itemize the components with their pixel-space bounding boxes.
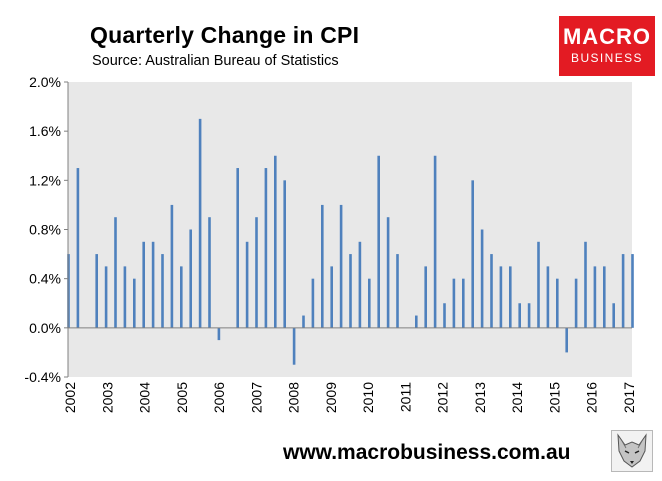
cpi-bar [377, 155, 380, 328]
cpi-bar [123, 266, 127, 328]
x-axis: 2002 2003 2004 2005 2006 2007 2008 2009 2010 2011… [62, 327, 637, 413]
cpi-bar [396, 254, 399, 328]
x-tick-label: 2010 [360, 382, 376, 413]
cpi-bar [292, 327, 296, 365]
cpi-bar [95, 254, 98, 328]
website-url: www.macrobusiness.com.au [283, 441, 571, 464]
y-tick-label: -0.4% [24, 369, 61, 385]
plot-area [68, 82, 632, 377]
cpi-bar [349, 254, 352, 328]
x-tick-label: 2012 [435, 382, 451, 413]
logo-line-2: BUSINESS [571, 51, 643, 65]
cpi-bar [189, 229, 192, 328]
x-tick-label: 2017 [621, 382, 637, 413]
cpi-bar [621, 254, 625, 328]
cpi-bar [236, 168, 239, 328]
x-tick-label: 2009 [323, 382, 339, 413]
cpi-bar [311, 278, 315, 328]
x-tick-label: 2014 [509, 382, 525, 413]
cpi-bar [527, 303, 531, 328]
cpi-bar [509, 266, 512, 328]
logo-line-1: MACRO [562, 24, 652, 49]
cpi-bar [358, 241, 362, 328]
cpi-bar [321, 204, 324, 328]
cpi-bar [180, 266, 183, 328]
cpi-bar [151, 241, 155, 328]
cpi-bar [386, 217, 390, 328]
cpi-bar [330, 266, 333, 328]
cpi-bar [490, 254, 493, 328]
x-tick-label: 2016 [584, 382, 600, 413]
cpi-bar [415, 315, 418, 328]
cpi-bar [142, 241, 145, 328]
cpi-bar [217, 327, 221, 341]
cpi-bar [170, 204, 174, 328]
cpi-bar [283, 180, 286, 328]
y-tick-label: 2.0% [29, 74, 61, 90]
cpi-bar [76, 168, 80, 328]
cpi-bar [574, 278, 578, 328]
cpi-bar [631, 254, 634, 328]
cpi-bar [339, 204, 343, 328]
cpi-bar [603, 266, 606, 328]
cpi-bar [198, 118, 202, 328]
cpi-bar [245, 241, 249, 328]
x-tick-label: 2006 [211, 382, 227, 413]
wolf-head-icon [611, 430, 653, 472]
cpi-bar [433, 155, 437, 328]
cpi-bar [462, 278, 465, 328]
cpi-bar [161, 254, 164, 328]
x-tick-label: 2002 [62, 382, 78, 413]
x-tick-label: 2005 [174, 382, 190, 413]
cpi-bar [537, 241, 540, 328]
cpi-bar [368, 278, 371, 328]
x-tick-label: 2013 [472, 382, 488, 413]
x-tick-label: 2004 [137, 382, 153, 413]
chart-title: Quarterly Change in CPI [90, 22, 360, 48]
cpi-bar [208, 217, 211, 328]
cpi-bar [114, 217, 117, 328]
cpi-bar [593, 266, 597, 328]
cpi-bar [565, 327, 568, 353]
chart-subtitle: Source: Australian Bureau of Statistics [92, 53, 339, 69]
cpi-bar [546, 266, 550, 328]
cpi-bar [104, 266, 108, 328]
y-tick-label: 0.8% [29, 222, 61, 238]
y-tick-label: 0.4% [29, 271, 61, 287]
cpi-bar [584, 241, 587, 328]
x-tick-label: 2003 [99, 382, 115, 413]
cpi-bar [255, 217, 258, 328]
cpi-bar [274, 155, 277, 328]
y-tick-label: 0.0% [29, 320, 61, 336]
cpi-bar [612, 303, 615, 328]
cpi-bar [518, 303, 521, 328]
cpi-bar [471, 180, 474, 328]
macrobusiness-logo: MACRO BUSINESS [559, 16, 655, 76]
cpi-bar [133, 278, 136, 328]
y-tick-label: 1.6% [29, 123, 61, 139]
y-tick-label: 1.2% [29, 172, 61, 188]
cpi-bar [499, 266, 503, 328]
x-tick-label: 2007 [248, 382, 264, 413]
cpi-bar [480, 229, 484, 328]
cpi-bar [424, 266, 427, 328]
x-tick-label: 2015 [547, 382, 563, 413]
cpi-bar [302, 315, 305, 328]
cpi-bar [443, 303, 446, 328]
x-tick-label: 2011 [397, 382, 413, 412]
cpi-bar [264, 168, 268, 328]
x-tick-label: 2008 [286, 382, 302, 413]
cpi-bar [452, 278, 456, 328]
y-axis: -0.4% 0.0% 0.4% 0.8% 1.2% 1.6% 2.0% [24, 74, 69, 385]
cpi-bar [556, 278, 559, 328]
